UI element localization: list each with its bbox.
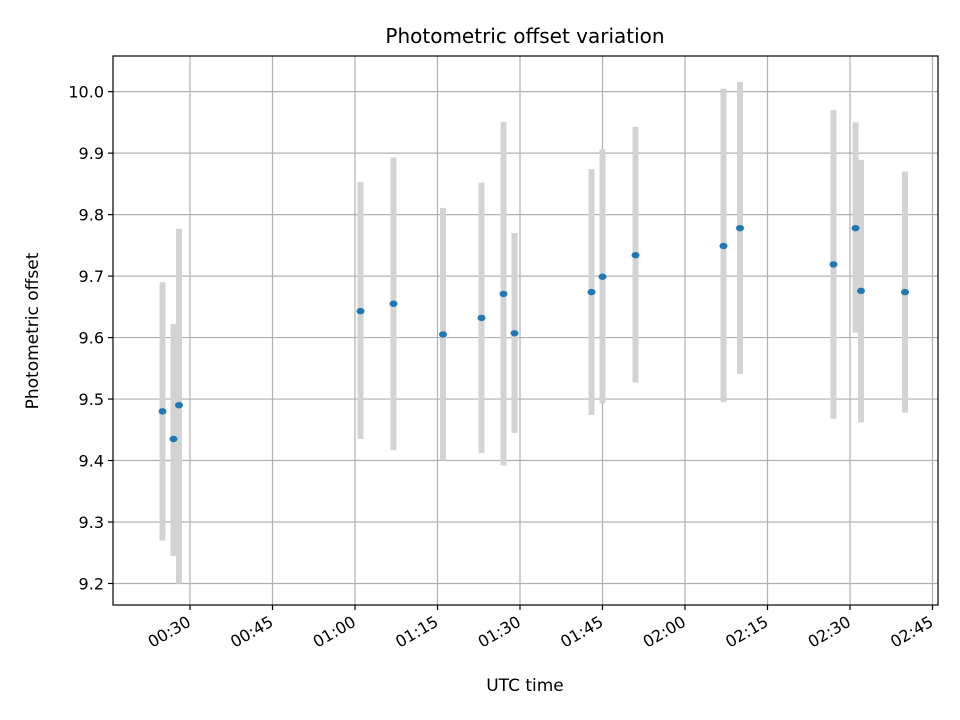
- data-point: [857, 287, 865, 295]
- data-point: [477, 314, 486, 322]
- y-tick-label: 9.9: [79, 144, 104, 163]
- y-tick-label: 9.3: [79, 513, 104, 532]
- data-point: [356, 307, 365, 315]
- data-point: [439, 331, 447, 338]
- y-tick-label: 9.4: [79, 452, 104, 471]
- data-points: [158, 224, 909, 443]
- data-point: [510, 330, 519, 337]
- y-tick-label: 9.2: [79, 574, 104, 593]
- data-point: [736, 224, 744, 232]
- data-point: [175, 401, 183, 409]
- chart-title: Photometric offset variation: [385, 24, 664, 48]
- x-axis-label: UTC time: [486, 676, 564, 696]
- y-tick-label: 9.8: [79, 206, 104, 225]
- data-point: [587, 288, 596, 296]
- y-tick-label: 10.0: [68, 83, 104, 102]
- data-point: [851, 224, 860, 232]
- plot-frame: [112, 55, 939, 606]
- data-point: [901, 288, 909, 296]
- data-point: [389, 300, 398, 307]
- y-tick-label: 9.7: [79, 267, 104, 286]
- y-axis-label: Photometric offset: [23, 252, 43, 409]
- data-point: [719, 242, 728, 250]
- data-point: [829, 261, 838, 268]
- data-point: [158, 408, 167, 415]
- data-point: [598, 273, 607, 280]
- y-tick-label: 9.5: [79, 390, 104, 409]
- y-tick-label: 9.6: [79, 329, 104, 348]
- data-point: [631, 251, 640, 259]
- data-point: [169, 435, 178, 443]
- data-point: [499, 290, 508, 298]
